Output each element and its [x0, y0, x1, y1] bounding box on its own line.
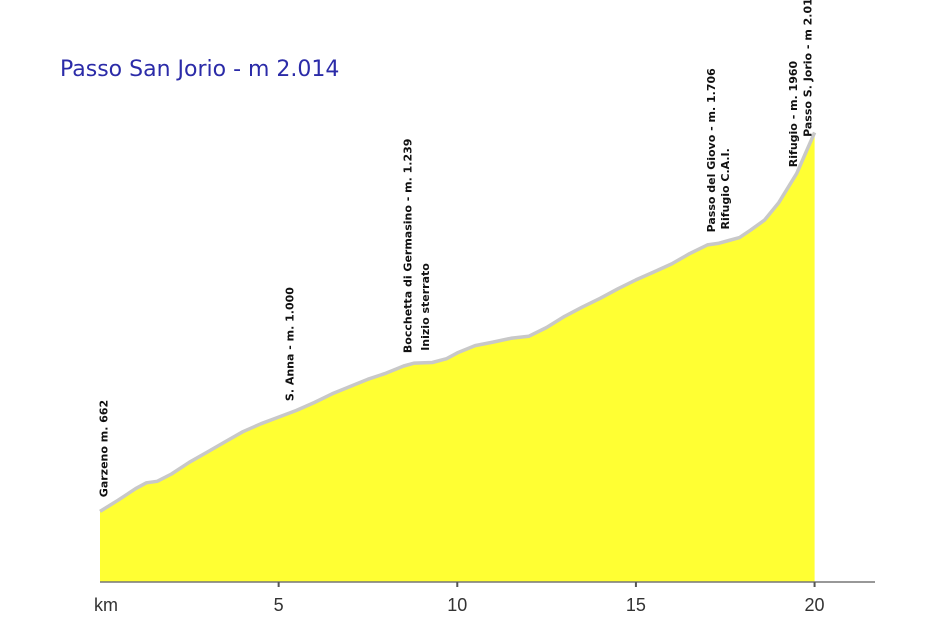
profile-area-layer — [99, 131, 817, 582]
chart-title: Passo San Jorio - m 2.014 — [60, 57, 339, 82]
profile-annotation: Passo S. Jorio - m 2.014 — [801, 0, 814, 137]
x-tick-label: 5 — [274, 595, 284, 615]
x-axis: km 5 10 15 20 — [94, 581, 875, 615]
x-tick-label: 15 — [626, 595, 646, 615]
profile-annotation: Bocchetta di Germasino - m. 1.239 — [401, 139, 414, 354]
profile-annotation: Rifugio - m. 1960 — [787, 60, 800, 167]
x-axis-label: km — [94, 595, 118, 615]
profile-annotation: S. Anna - m. 1.000 — [283, 287, 296, 401]
x-tick-label: 10 — [447, 595, 467, 615]
profile-annotation: Passo del Giovo - m. 1.706 — [705, 68, 718, 233]
profile-annotation: Inizio sterrato — [419, 263, 432, 351]
profile-annotation: Garzeno m. 662 — [98, 400, 111, 497]
elevation-outline — [99, 131, 817, 513]
annotations: Garzeno m. 662 S. Anna - m. 1.000 Bocchett… — [98, 0, 815, 497]
x-tick-label: 20 — [805, 595, 825, 615]
profile-annotation: Rifugio C.A.I. — [719, 148, 732, 229]
elevation-area-fill — [100, 132, 815, 582]
